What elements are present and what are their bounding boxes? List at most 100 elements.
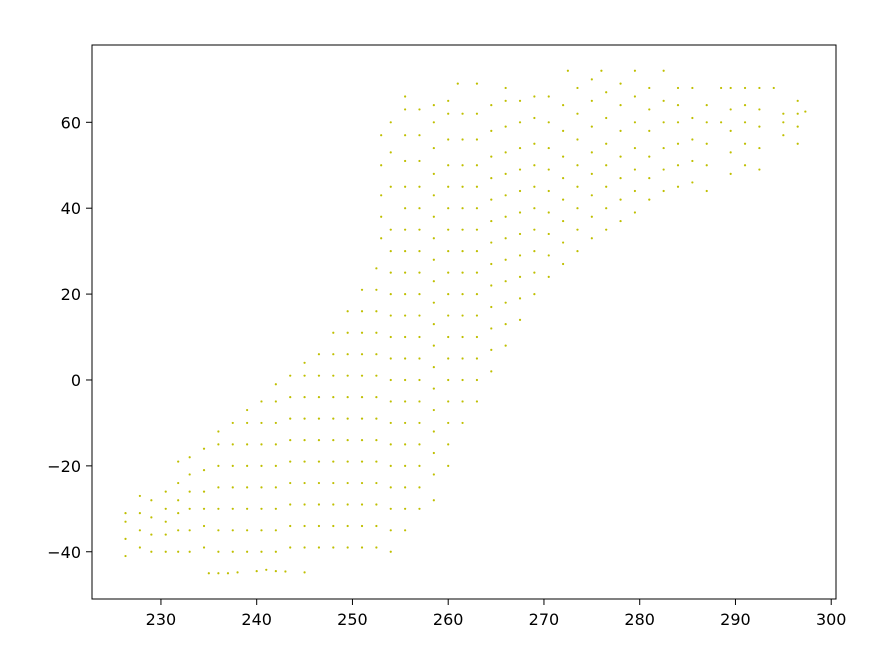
data-point: [547, 146, 550, 150]
data-point: [758, 108, 761, 111]
data-point: [217, 572, 220, 575]
data-point: [447, 292, 450, 296]
data-point: [404, 134, 407, 137]
data-point: [418, 159, 421, 163]
data-point: [260, 529, 263, 532]
data-point: [633, 121, 637, 124]
data-point: [375, 288, 378, 291]
data-point: [188, 456, 191, 459]
data-point: [504, 172, 507, 175]
data-point: [389, 185, 392, 188]
data-point: [447, 112, 450, 115]
data-point: [648, 108, 651, 111]
data-point: [590, 215, 593, 218]
data-point: [676, 164, 680, 167]
data-point: [729, 108, 732, 111]
data-point: [758, 86, 761, 90]
data-point: [432, 387, 435, 390]
data-point: [246, 443, 249, 446]
data-point: [633, 95, 637, 98]
x-tick-label: 270: [529, 610, 560, 629]
data-point: [346, 310, 349, 313]
data-point: [547, 189, 550, 193]
data-point: [360, 374, 364, 377]
data-point: [504, 86, 507, 90]
data-point: [418, 507, 421, 510]
data-point: [447, 228, 450, 231]
data-point: [202, 507, 206, 510]
data-point: [576, 138, 579, 141]
data-point: [518, 297, 522, 300]
data-point: [432, 344, 435, 347]
data-point: [447, 185, 450, 188]
data-point: [518, 232, 522, 236]
data-point: [432, 301, 435, 304]
data-point: [317, 481, 321, 485]
data-point: [720, 86, 723, 90]
data-point: [504, 344, 507, 347]
data-point: [332, 353, 335, 356]
data-point: [317, 503, 321, 506]
data-point: [796, 99, 799, 102]
data-point: [447, 207, 450, 210]
data-point: [504, 125, 507, 128]
data-point: [533, 228, 536, 231]
data-point: [662, 189, 665, 193]
data-point: [404, 228, 407, 231]
data-point: [490, 262, 493, 266]
data-point: [124, 537, 127, 540]
data-point: [432, 499, 435, 502]
data-point: [475, 228, 479, 231]
data-point: [260, 421, 263, 425]
data-point: [346, 331, 349, 334]
data-point: [676, 86, 680, 90]
data-point: [404, 271, 407, 274]
data-point: [346, 460, 349, 463]
data-point: [124, 554, 127, 558]
data-point: [317, 524, 321, 528]
data-point: [562, 198, 565, 201]
data-point: [317, 353, 321, 356]
data-point: [743, 86, 747, 90]
data-point: [303, 460, 306, 463]
data-point: [404, 159, 407, 163]
data-point: [633, 189, 637, 193]
data-point: [418, 400, 421, 403]
data-point: [360, 524, 364, 528]
data-point: [490, 348, 493, 352]
data-point: [177, 499, 180, 502]
data-point: [274, 486, 277, 489]
data-point: [432, 430, 435, 433]
data-point: [605, 228, 608, 231]
data-point: [729, 151, 732, 154]
data-point: [226, 572, 230, 575]
data-point: [150, 533, 153, 536]
data-point: [164, 490, 167, 493]
data-point: [289, 396, 292, 399]
data-point: [375, 439, 378, 442]
data-point: [404, 95, 407, 98]
data-point: [490, 198, 493, 201]
data-point: [284, 570, 287, 573]
data-point: [633, 146, 637, 150]
data-point: [404, 507, 407, 510]
data-point: [490, 104, 493, 107]
data-point: [177, 460, 180, 463]
data-point: [676, 142, 680, 145]
data-point: [303, 439, 306, 442]
x-axis: 230 240 250 260 270 280 290 300: [146, 599, 846, 629]
data-point: [648, 129, 651, 132]
data-point: [346, 546, 349, 549]
data-point: [389, 314, 392, 317]
data-point: [461, 357, 464, 360]
data-point: [504, 301, 507, 304]
data-point: [246, 408, 249, 412]
data-point: [389, 529, 392, 532]
data-point: [150, 499, 153, 502]
data-point: [504, 258, 507, 261]
data-point: [404, 314, 407, 317]
data-point: [432, 121, 435, 124]
data-point: [260, 443, 263, 446]
data-point: [619, 219, 622, 223]
data-point: [202, 447, 206, 450]
